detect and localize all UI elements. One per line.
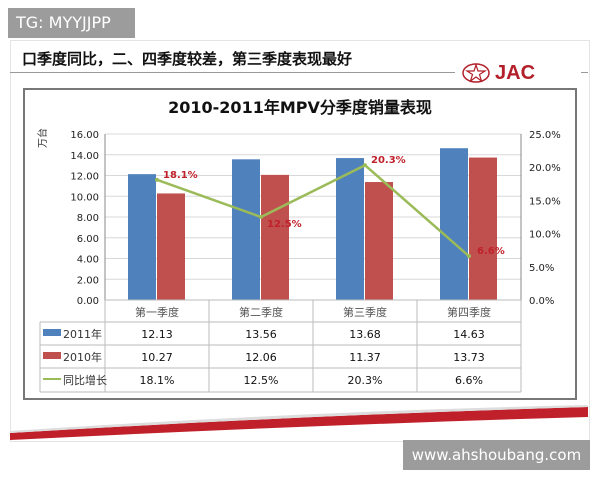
table-cell: 13.68 [349,328,381,341]
growth-point [363,163,367,168]
growth-data-label: 12.5% [267,219,302,230]
table-cell: 13.56 [245,328,277,341]
legend-label: 2010年 [63,350,102,364]
growth-point [155,177,159,182]
legend-label: 同比增长 [63,373,107,387]
table-cell: 11.37 [349,351,381,364]
bar-2011 [232,159,260,300]
growth-point [467,254,471,259]
star-emblem-icon [462,63,490,83]
y-axis-label: 万台 [36,128,49,148]
y-tick-label: 14.00 [70,151,99,162]
table-cell: 6.6% [455,374,483,387]
legend-swatch [43,352,61,359]
bar-2010 [157,193,185,300]
growth-data-label: 20.3% [371,155,406,166]
category-label: 第二季度 [239,305,283,319]
y-tick-label: 12.00 [70,172,99,183]
bar-2010 [469,157,497,300]
y-tick-label: 6.00 [77,234,99,245]
y-tick-label: 16.00 [70,130,99,141]
table-cell: 20.3% [348,374,383,387]
y-tick-label: 10.00 [70,192,99,203]
y2-tick-label: 5.0% [529,263,554,274]
y-tick-label: 2.00 [77,275,99,286]
category-label: 第三季度 [343,305,387,319]
y-tick-label: 8.00 [77,213,99,224]
watermark-tag: TG: MYYJJPP [8,8,135,38]
growth-data-label: 18.1% [163,170,198,181]
y2-tick-label: 15.0% [529,196,561,207]
legend-label: 2011年 [63,327,102,341]
bar-2011 [440,148,468,300]
chart-frame [23,88,577,400]
bar-2010 [261,174,289,300]
table-cell: 13.73 [453,351,485,364]
bar-2011 [336,158,364,300]
y2-tick-label: 25.0% [529,130,561,141]
growth-point [259,215,263,219]
y2-tick-label: 20.0% [529,163,561,174]
watermark-site: www.ahshoubang.com [403,440,590,470]
y2-tick-label: 0.0% [529,296,554,307]
table-cell: 18.1% [140,374,175,387]
y2-tick-label: 10.0% [529,230,561,241]
red-swoosh [10,405,588,440]
table-cell: 10.27 [141,351,173,364]
bar-2010 [365,182,393,300]
table-cell: 12.13 [141,328,173,341]
category-label: 第四季度 [447,305,491,319]
legend-swatch [43,329,61,336]
y-tick-label: 0.00 [77,296,99,307]
category-label: 第一季度 [135,305,179,319]
bar-2011 [128,174,156,300]
divider [10,72,588,73]
growth-line [156,163,470,258]
table-cell: 12.5% [244,374,279,387]
table-cell: 12.06 [245,351,277,364]
headline: 口季度同比，二、四季度较差，第三季度表现最好 [22,50,353,68]
table-cell: 14.63 [453,328,485,341]
y-tick-label: 4.00 [77,255,99,266]
growth-data-label: 6.6% [477,246,505,257]
logo-text: JAC [495,61,536,84]
jac-logo: JAC [455,60,581,86]
chart-title: 2010-2011年MPV分季度销量表现 [168,98,432,117]
